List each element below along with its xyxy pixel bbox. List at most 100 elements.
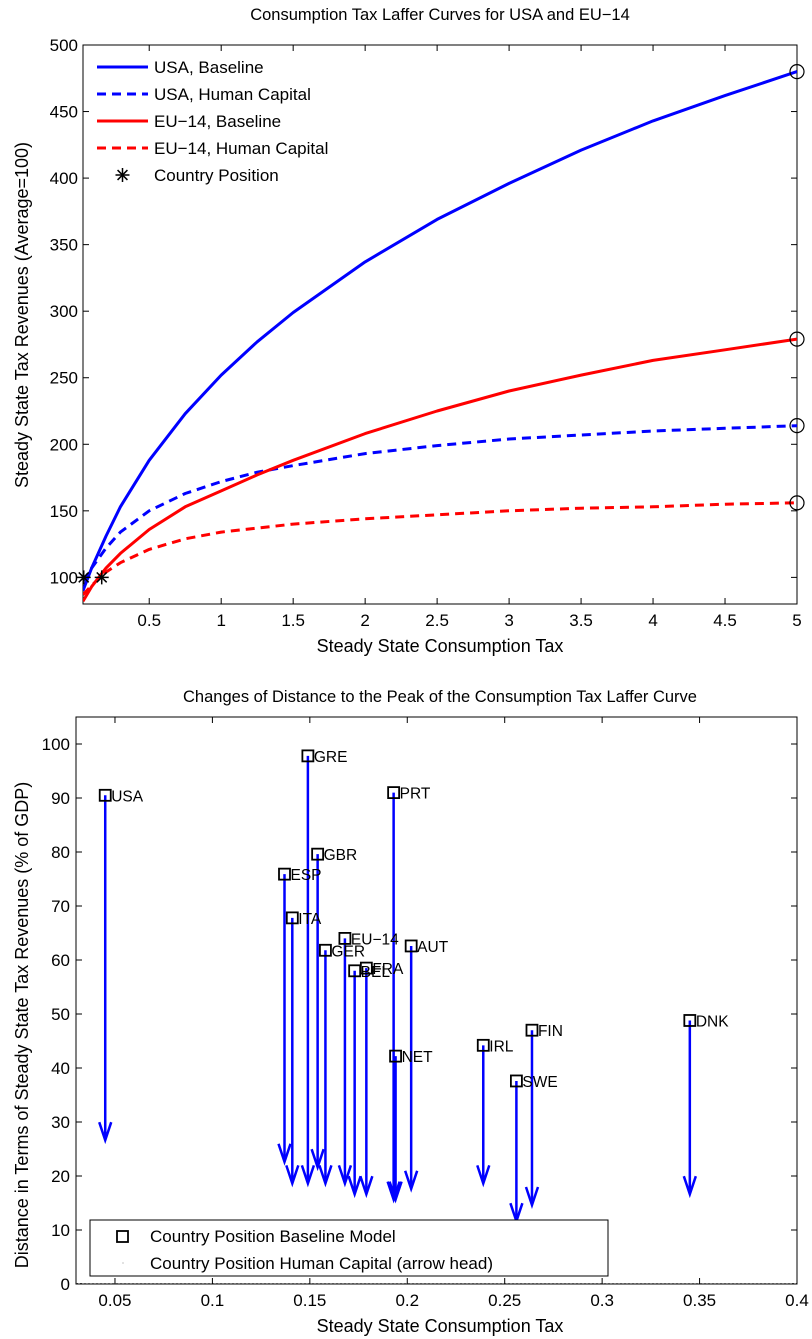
top-y-tick-label: 200 bbox=[50, 435, 78, 454]
bottom-y-tick-label: 0 bbox=[61, 1275, 70, 1294]
bottom-legend-dot-icon bbox=[122, 1262, 124, 1264]
country-label-13: IRL bbox=[489, 1038, 514, 1055]
country-square-15 bbox=[509, 1074, 523, 1088]
country-label-10: BEL bbox=[361, 964, 391, 981]
country-position-marker-0-stroke bbox=[78, 571, 90, 583]
country-label-15: SWE bbox=[522, 1074, 557, 1091]
top-y-tick-label: 150 bbox=[50, 502, 78, 521]
country-label-11: DNK bbox=[696, 1013, 729, 1030]
country-label-7: AUT bbox=[417, 939, 449, 956]
bottom-y-tick-label: 40 bbox=[51, 1059, 70, 1078]
country-label-4: ESP bbox=[291, 867, 322, 884]
country-square-8 bbox=[319, 943, 332, 957]
arrow-head-3 bbox=[310, 1148, 325, 1172]
peak-marker-0 bbox=[789, 64, 805, 80]
country-square-4 bbox=[278, 867, 291, 881]
bottom-x-tick-label: 0.1 bbox=[201, 1291, 225, 1310]
top-plot-area: 0.5 1 1.5 2 2.5 3 3.5 4 4.5 5 100 150 200 250 300 350 40… bbox=[50, 36, 805, 630]
country-label-0: USA bbox=[111, 788, 144, 805]
country-square-0 bbox=[98, 788, 112, 802]
top-y-tick-label: 450 bbox=[50, 103, 78, 122]
top-x-tick-label: 2.5 bbox=[425, 611, 449, 630]
country-label-1: GRE bbox=[314, 749, 348, 766]
bottom-y-axis-label: Distance in Terms of Steady State Tax Re… bbox=[12, 782, 32, 1269]
country-label-6: EU−14 bbox=[351, 931, 399, 948]
arrow-head-12 bbox=[524, 1186, 540, 1209]
top-y-tick-label: 100 bbox=[50, 568, 78, 587]
top-series-line-0 bbox=[83, 70, 797, 592]
bottom-x-tick-label: 0.2 bbox=[395, 1291, 419, 1310]
arrow-head-14 bbox=[388, 1181, 403, 1204]
top-legend-star-icon bbox=[115, 168, 130, 182]
top-x-tick-label: 4.5 bbox=[713, 611, 737, 630]
bottom-legend-square-icon bbox=[116, 1230, 129, 1243]
bottom-legend-label-human-capital: Country Position Human Capital (arrow he… bbox=[150, 1254, 493, 1273]
bottom-legend: Country Position Baseline Model Country P… bbox=[89, 1219, 609, 1277]
bottom-y-tick-label: 30 bbox=[51, 1113, 70, 1132]
country-position-marker-1-stroke bbox=[96, 571, 108, 583]
country-label-8: GER bbox=[331, 943, 365, 960]
top-legend: USA, Baseline USA, Human Capital EU−14, Ba… bbox=[97, 58, 328, 185]
top-series-line-2 bbox=[83, 337, 797, 603]
arrow-head-8 bbox=[318, 1165, 333, 1188]
arrow-head-10 bbox=[347, 1175, 362, 1199]
country-square-2 bbox=[387, 786, 401, 799]
arrow-head-5 bbox=[285, 1165, 300, 1188]
bottom-y-tick-label: 80 bbox=[51, 843, 70, 862]
country-label-3: GBR bbox=[324, 847, 358, 864]
top-x-tick-label: 0.5 bbox=[137, 611, 161, 630]
bottom-y-tick-label: 60 bbox=[51, 951, 70, 970]
arrow-head-13 bbox=[476, 1165, 491, 1188]
bottom-y-tick-label: 90 bbox=[51, 789, 70, 808]
arrow-head-7 bbox=[403, 1170, 419, 1193]
arrow-head-11 bbox=[682, 1175, 698, 1199]
arrow-head-6 bbox=[337, 1165, 353, 1188]
peak-marker-1 bbox=[789, 331, 805, 347]
country-label-2: PRT bbox=[400, 786, 431, 803]
top-y-tick-label: 300 bbox=[50, 302, 78, 321]
arrow-head-1 bbox=[300, 1165, 316, 1188]
bottom-x-tick-label: 0.05 bbox=[98, 1291, 131, 1310]
top-x-tick-label: 2 bbox=[360, 611, 369, 630]
bottom-plot-area: 0.05 0.1 0.15 0.2 0.25 0.3 0.35 0.4 0 10 20 30 40 50 6… bbox=[42, 716, 809, 1310]
bottom-y-tick-label: 20 bbox=[51, 1167, 70, 1186]
top-x-axis-label: Steady State Consumption Tax bbox=[317, 636, 564, 656]
bottom-x-tick-label: 0.3 bbox=[590, 1291, 614, 1310]
top-x-tick-label: 3.5 bbox=[569, 611, 593, 630]
country-square-5 bbox=[285, 911, 299, 925]
distance-to-peak-chart: Changes of Distance to the Peak of the C… bbox=[12, 688, 809, 1336]
country-label-9: FRA bbox=[372, 961, 404, 978]
top-y-axis-label: Steady State Tax Revenues (Average=100) bbox=[12, 142, 32, 488]
top-x-tick-label: 5 bbox=[792, 611, 801, 630]
top-series-line-3 bbox=[83, 501, 797, 596]
country-position-marker-0 bbox=[76, 570, 91, 585]
arrow-head-0 bbox=[98, 1121, 113, 1145]
peak-marker-3 bbox=[789, 495, 805, 511]
country-label-12: FIN bbox=[538, 1023, 563, 1040]
laffer-curves-chart: Consumption Tax Laffer Curves for USA an… bbox=[12, 6, 805, 656]
top-x-tick-label: 4 bbox=[648, 611, 657, 630]
country-label-5: ITA bbox=[298, 911, 322, 928]
country-square-11 bbox=[683, 1014, 697, 1027]
country-square-1 bbox=[301, 749, 315, 763]
peak-marker-2 bbox=[789, 418, 805, 434]
country-square-10 bbox=[348, 964, 362, 978]
top-axes-frame bbox=[82, 44, 798, 605]
bottom-x-tick-label: 0.15 bbox=[293, 1291, 326, 1310]
bottom-x-tick-label: 0.4 bbox=[785, 1291, 809, 1310]
country-label-14: NET bbox=[402, 1049, 434, 1066]
top-legend-star-icon-stroke bbox=[117, 169, 128, 181]
bottom-y-tick-label: 10 bbox=[51, 1221, 70, 1240]
bottom-x-tick-label: 0.35 bbox=[683, 1291, 716, 1310]
top-x-tick-label: 1 bbox=[216, 611, 225, 630]
country-square-12 bbox=[525, 1023, 539, 1037]
top-x-tick-label: 1.5 bbox=[281, 611, 305, 630]
bottom-legend-box bbox=[89, 1219, 609, 1277]
top-y-tick-label: 400 bbox=[50, 169, 78, 188]
country-square-14 bbox=[389, 1049, 402, 1063]
top-legend-label-0: USA, Baseline bbox=[154, 58, 264, 77]
top-x-tick-label: 3 bbox=[504, 611, 513, 630]
country-square-13 bbox=[476, 1038, 490, 1052]
top-y-tick-label: 350 bbox=[50, 236, 78, 255]
